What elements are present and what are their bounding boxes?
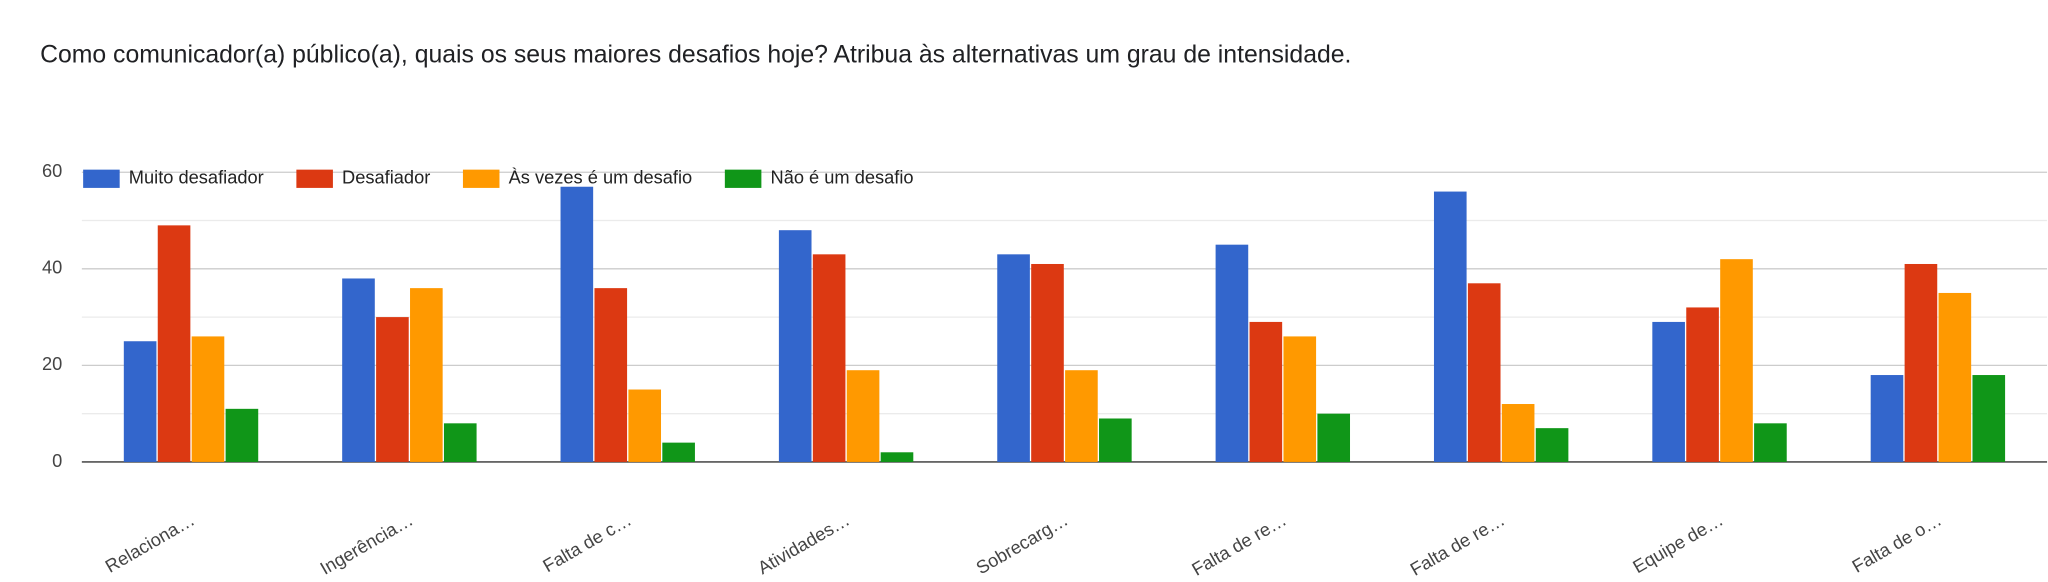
legend-label: Muito desafiador <box>129 167 264 188</box>
legend-swatch <box>83 169 120 188</box>
bar <box>1215 244 1249 462</box>
bar <box>1317 413 1351 462</box>
legend-item: Às vezes é um desafio <box>462 167 693 188</box>
legend-item: Desafiador <box>296 167 430 188</box>
bar <box>628 389 662 462</box>
legend-swatch <box>724 169 762 188</box>
bar <box>594 288 628 462</box>
bar <box>1686 307 1719 462</box>
bar <box>1870 375 1904 462</box>
x-tick-label: Atividades… <box>754 509 853 578</box>
bar <box>1720 259 1753 462</box>
bar <box>1535 428 1569 462</box>
legend-label: Às vezes é um desafio <box>509 167 693 188</box>
bar <box>1283 336 1317 462</box>
bar <box>1938 292 1972 462</box>
x-tick-label: Falta de re… <box>1406 509 1508 580</box>
x-tick-label: Equipe de… <box>1629 509 1726 577</box>
bar <box>410 288 443 462</box>
x-tick-label: Sobrecarg… <box>972 509 1071 578</box>
chart-title: Como comunicador(a) público(a), quais os… <box>40 42 1351 69</box>
bar <box>812 254 846 462</box>
bar <box>1972 375 2006 462</box>
y-tick-label: 20 <box>42 353 62 374</box>
bar <box>662 442 695 462</box>
bar <box>1249 321 1283 462</box>
x-tick-label: Falta de o… <box>1848 509 1945 577</box>
legend-item: Muito desafiador <box>83 167 264 188</box>
bar <box>997 254 1030 462</box>
bar <box>225 408 259 462</box>
y-tick-label: 60 <box>42 160 62 181</box>
bar <box>191 336 225 462</box>
legend-item: Não é um desafio <box>724 167 914 188</box>
x-tick-label: Falta de re… <box>1188 509 1290 580</box>
x-tick-label: Ingerência… <box>316 509 416 579</box>
x-tick-label: Relaciona… <box>101 509 198 577</box>
bar <box>880 452 914 462</box>
bar <box>443 423 477 462</box>
bar <box>1031 263 1064 462</box>
legend-swatch <box>296 169 333 188</box>
legend-label: Não é um desafio <box>771 167 914 188</box>
bar <box>1099 418 1132 462</box>
bar <box>1065 370 1098 462</box>
bar <box>1754 423 1787 462</box>
bar <box>1467 283 1501 462</box>
bar <box>123 341 157 462</box>
bar <box>342 278 375 462</box>
bar <box>1904 263 1938 462</box>
bar <box>1501 404 1535 462</box>
bar <box>157 225 191 462</box>
x-tick-label: Falta de c… <box>539 509 635 576</box>
bar <box>1433 191 1467 462</box>
bar <box>1652 321 1685 462</box>
bar <box>560 186 594 462</box>
y-tick-label: 40 <box>42 257 62 278</box>
legend-label: Desafiador <box>342 167 430 188</box>
bar <box>846 370 880 462</box>
bar <box>376 317 409 462</box>
y-tick-label: 0 <box>52 450 62 471</box>
bar <box>778 230 812 462</box>
legend-swatch <box>462 169 500 188</box>
